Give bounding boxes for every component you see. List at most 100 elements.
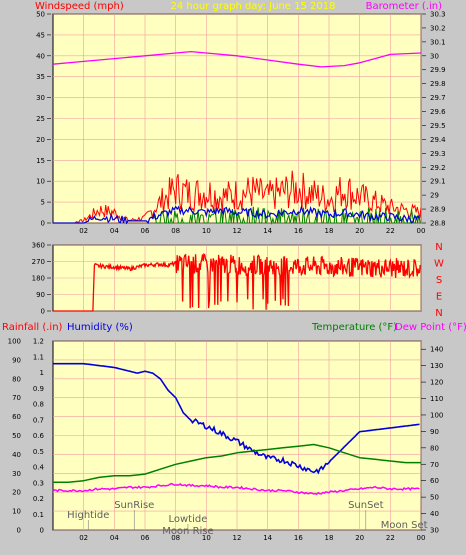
y-tick-label: 25 xyxy=(36,115,45,123)
x-tick-label: 04 xyxy=(110,534,119,542)
humidity-tick-label: 20 xyxy=(12,489,21,497)
compass-label: N xyxy=(435,242,442,253)
x-tick-label: 16 xyxy=(294,534,303,542)
y-tick-label: 28.8 xyxy=(430,220,446,228)
event-label: Lowtide xyxy=(168,514,207,525)
x-tick-label: 08 xyxy=(171,534,180,542)
rain-tick-label: 0.1 xyxy=(33,511,44,519)
temperature-tick-label: 40 xyxy=(430,510,439,518)
x-tick-label: 04 xyxy=(110,227,119,235)
humidity-tick-label: 0 xyxy=(17,527,21,535)
humidity-tick-label: 50 xyxy=(12,432,21,440)
humidity-tick-label: 80 xyxy=(12,375,21,383)
rain-tick-label: 0.9 xyxy=(33,385,44,393)
y-tick-label: 15 xyxy=(36,157,45,165)
humidity-tick-label: 70 xyxy=(12,394,21,402)
graph-title: 24 hour graph day: June 15 2018 xyxy=(171,1,336,12)
x-tick-label: 02 xyxy=(79,227,88,235)
y-tick-label: 0 xyxy=(41,220,45,228)
wind-barometer-panel: 0 5 10 15 20 25 30 35 40 45 50 28.8 28.9 29 29.1 29.2 2… xyxy=(36,11,446,236)
windspeed-axis-label: Windspeed (mph) xyxy=(35,1,124,12)
x-tick-label: 16 xyxy=(294,227,303,235)
humidity-tick-label: 10 xyxy=(12,508,21,516)
compass-label: W xyxy=(434,259,444,270)
y-tick-label: 35 xyxy=(36,73,45,81)
rain-tick-label: 0.7 xyxy=(33,416,44,424)
y-tick-label: 29.9 xyxy=(430,66,446,74)
y-tick-label: 29.3 xyxy=(430,150,446,158)
y-tick-label: 30.2 xyxy=(430,24,446,32)
humidity-line xyxy=(53,362,420,475)
compass-label: E xyxy=(436,292,442,303)
temperature-tick-label: 120 xyxy=(430,379,443,387)
x-tick-label: 18 xyxy=(325,534,334,542)
humidity-tick-label: 60 xyxy=(12,413,21,421)
event-label: Moon Rise xyxy=(162,526,213,537)
x-tick-label: 02 xyxy=(79,534,88,542)
x-tick-label: 14 xyxy=(263,534,272,542)
x-tick-label: 12 xyxy=(233,534,242,542)
temperature-axis-label: Temperature (°F) xyxy=(311,322,397,333)
y-tick-label: 90 xyxy=(36,291,45,299)
x-tick-label: 00 xyxy=(417,534,426,542)
x-tick-label: 18 xyxy=(325,227,334,235)
y-tick-label: 10 xyxy=(36,178,45,186)
x-tick-label: 22 xyxy=(386,227,395,235)
humidity-tick-label: 100 xyxy=(8,338,21,346)
y-tick-label: 30 xyxy=(36,94,45,102)
y-tick-label: 29.2 xyxy=(430,164,446,172)
temperature-tick-label: 30 xyxy=(430,527,439,535)
x-tick-label: 20 xyxy=(355,227,364,235)
rain-tick-label: 0.8 xyxy=(33,401,44,409)
temperature-tick-label: 60 xyxy=(430,477,439,485)
x-tick-label: 06 xyxy=(141,227,150,235)
y-tick-label: 20 xyxy=(36,136,45,144)
rain-tick-label: 0.6 xyxy=(33,432,45,440)
y-tick-label: 50 xyxy=(36,11,45,19)
y-tick-label: 40 xyxy=(36,52,45,60)
y-tick-label: 0 xyxy=(41,308,45,316)
temperature-tick-label: 130 xyxy=(430,362,443,370)
x-tick-label: 06 xyxy=(141,534,150,542)
y-tick-label: 29 xyxy=(430,192,439,200)
temperature-tick-label: 50 xyxy=(430,494,439,502)
y-tick-label: 29.1 xyxy=(430,178,446,186)
y-tick-label: 29.7 xyxy=(430,94,446,102)
y-tick-label: 180 xyxy=(32,275,45,283)
rain-tick-label: 0 xyxy=(40,527,44,535)
humidity-axis-label: Humidity (%) xyxy=(67,322,133,333)
y-tick-label: 30 xyxy=(430,52,439,60)
x-tick-label: 12 xyxy=(233,227,242,235)
x-tick-label: 08 xyxy=(171,227,180,235)
temperature-line xyxy=(53,443,421,484)
y-tick-label: 45 xyxy=(36,31,45,39)
y-tick-label: 29.5 xyxy=(430,122,446,130)
rain-tick-label: 1 xyxy=(40,369,44,377)
wind-direction-line xyxy=(53,252,421,312)
rain-tick-label: 1.2 xyxy=(33,338,44,346)
barometer-line xyxy=(52,50,422,68)
event-label: SunRise xyxy=(114,500,154,511)
x-tick-label: 14 xyxy=(263,227,272,235)
y-tick-label: 360 xyxy=(32,242,45,250)
temperature-tick-label: 80 xyxy=(430,444,439,452)
x-tick-label: 22 xyxy=(386,534,395,542)
x-tick-label: 00 xyxy=(417,227,426,235)
wind-average-line xyxy=(53,204,420,225)
y-tick-label: 30.1 xyxy=(430,38,446,46)
compass-label: N xyxy=(435,308,442,319)
temperature-tick-label: 140 xyxy=(430,346,443,354)
y-tick-label: 29.4 xyxy=(430,136,446,144)
rain-tick-label: 0.2 xyxy=(33,495,44,503)
rain-tick-label: 1.1 xyxy=(33,353,44,361)
y-tick-label: 270 xyxy=(32,258,45,266)
y-tick-label: 29.6 xyxy=(430,108,446,116)
rainfall-axis-label: Rainfall (.in) xyxy=(2,322,63,333)
x-tick-label: 10 xyxy=(202,227,211,235)
event-label: SunSet xyxy=(348,500,384,511)
temperature-tick-label: 110 xyxy=(430,395,443,403)
event-label: Moon Set xyxy=(381,520,428,531)
temperature-tick-label: 100 xyxy=(430,411,443,419)
